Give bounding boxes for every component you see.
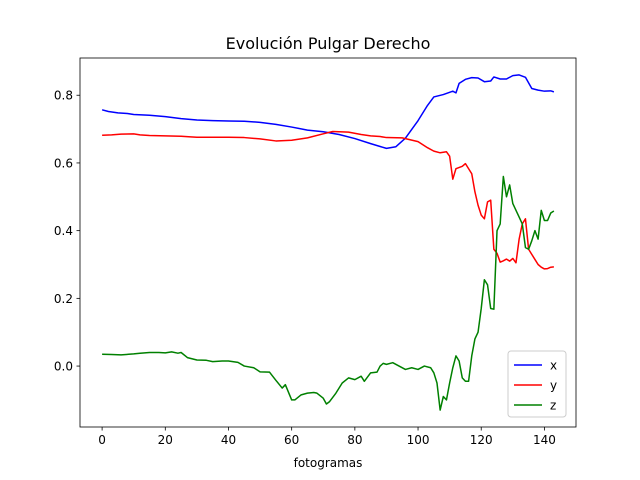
y-axis: 0.0 0.2 0.4 0.6 0.8	[54, 89, 80, 374]
legend-label-x: x	[550, 359, 557, 373]
x-axis-label: fotogramas	[294, 456, 363, 470]
x-tick-label: 120	[470, 433, 493, 447]
x-tick-label: 100	[407, 433, 430, 447]
legend: xyz	[507, 350, 567, 418]
x-tick-label: 0	[98, 433, 106, 447]
series-line-z	[102, 175, 555, 411]
x-tick-label: 140	[533, 433, 556, 447]
legend-box	[507, 350, 567, 418]
x-axis: 0 20 40 60 80 100 120 140	[98, 427, 556, 447]
y-tick-label: 0.8	[54, 89, 73, 103]
legend-label-y: y	[550, 379, 557, 393]
legend-label-z: z	[550, 399, 556, 413]
series-line-y	[102, 130, 554, 270]
x-tick-label: 20	[158, 433, 173, 447]
plot-area	[79, 57, 577, 428]
y-tick-label: 0.4	[54, 224, 73, 238]
x-tick-label: 80	[347, 433, 362, 447]
x-tick-label: 60	[284, 433, 299, 447]
series-line-x	[101, 74, 555, 150]
plot-frame	[79, 57, 577, 428]
x-tick-label: 40	[221, 433, 236, 447]
y-tick-label: 0.2	[54, 292, 73, 306]
y-tick-label: 0.0	[54, 360, 73, 374]
chart-title: Evolución Pulgar Derecho	[226, 34, 431, 53]
y-tick-label: 0.6	[54, 156, 73, 170]
